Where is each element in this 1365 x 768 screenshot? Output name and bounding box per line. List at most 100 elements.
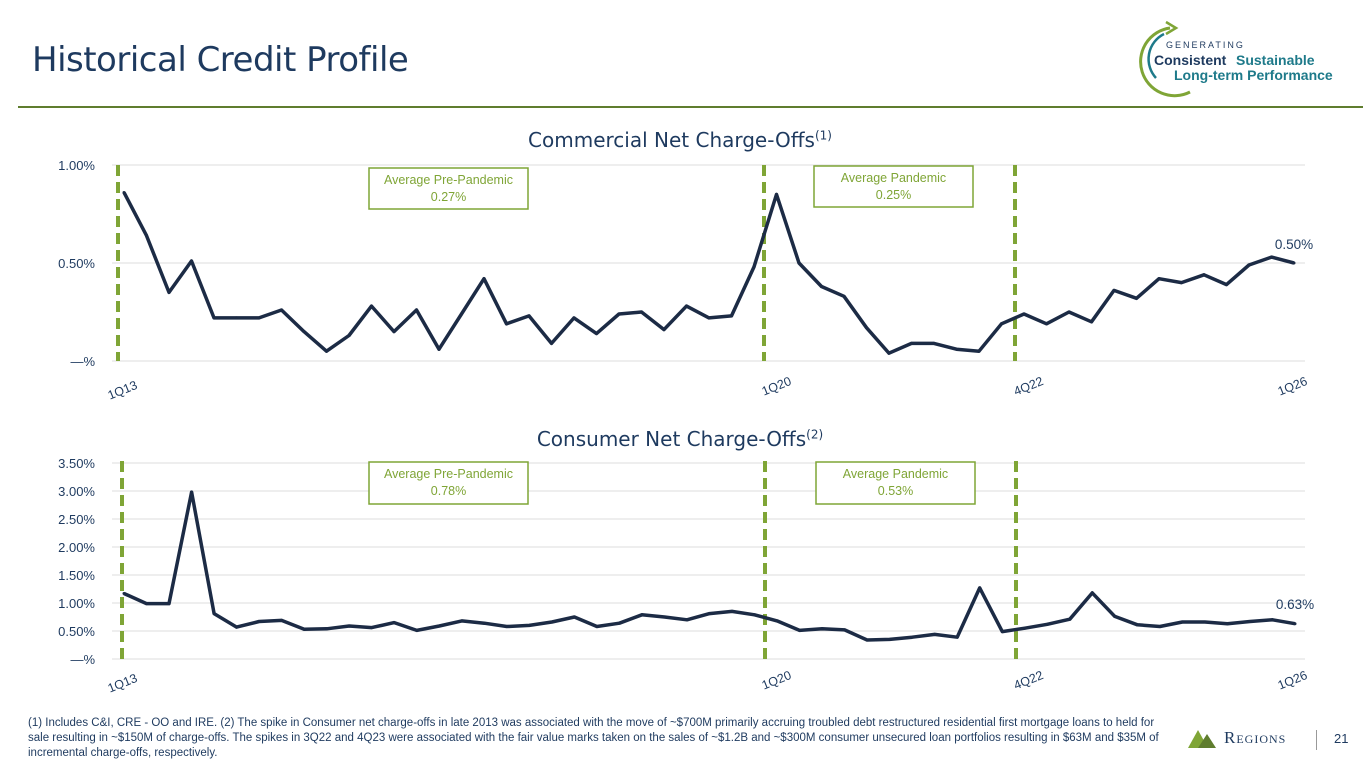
data-point — [392, 621, 396, 625]
y-tick-label: 1.50% — [58, 568, 95, 583]
data-point — [1180, 620, 1184, 624]
logo-arc-inner-icon — [1147, 32, 1165, 79]
y-tick-label: 2.50% — [58, 512, 95, 527]
title-divider — [18, 106, 1363, 108]
data-point — [1023, 626, 1027, 630]
data-point — [370, 304, 373, 308]
data-point — [437, 624, 441, 628]
y-tick-label: —% — [70, 354, 95, 369]
data-point — [1045, 322, 1048, 326]
data-point — [505, 322, 508, 326]
regions-pyramid-icon — [1188, 730, 1216, 748]
logo-arc-icon — [1139, 26, 1191, 98]
data-point — [707, 316, 711, 320]
data-point — [640, 310, 643, 314]
data-point — [415, 308, 418, 312]
data-point — [1157, 277, 1161, 281]
data-point — [460, 619, 464, 623]
y-tick-label: 1.00% — [58, 596, 95, 611]
data-point — [190, 490, 194, 494]
data-point — [505, 625, 509, 629]
data-point — [843, 628, 847, 632]
commercial-chart-title: Commercial Net Charge-Offs(1) — [400, 128, 960, 152]
data-point — [302, 627, 306, 631]
data-point — [797, 261, 801, 265]
data-point — [1292, 261, 1296, 265]
annotation-label: Average Pandemic — [843, 467, 948, 481]
data-point — [595, 625, 599, 629]
data-point — [190, 259, 193, 263]
data-point — [820, 285, 823, 289]
data-point — [325, 627, 329, 631]
data-point — [685, 304, 688, 308]
data-point — [842, 294, 846, 298]
footer-divider — [1316, 730, 1317, 750]
y-tick-label: 0.50% — [58, 624, 95, 639]
data-point — [1045, 622, 1049, 626]
data-point — [640, 613, 644, 617]
data-point — [122, 591, 126, 595]
data-point — [730, 314, 733, 318]
data-point — [482, 621, 486, 625]
data-point — [302, 330, 306, 334]
data-point — [730, 609, 734, 613]
data-point — [437, 347, 441, 351]
data-point — [775, 619, 779, 623]
data-point — [1068, 617, 1072, 621]
x-tick-label: 4Q22 — [1012, 668, 1046, 692]
data-point — [1225, 283, 1228, 287]
y-tick-label: 3.50% — [58, 456, 95, 471]
data-point — [1270, 618, 1274, 622]
data-point — [775, 192, 778, 196]
data-point — [167, 602, 171, 606]
data-point — [1135, 623, 1139, 627]
consumer-title-text: Consumer Net Charge-Offs — [536, 427, 807, 451]
y-tick-label: —% — [70, 652, 95, 667]
data-point — [1225, 622, 1229, 626]
data-point — [257, 619, 261, 623]
consumer-chart-title: Consumer Net Charge-Offs(2) — [400, 427, 960, 451]
data-point — [955, 347, 958, 351]
data-point — [1203, 620, 1207, 624]
logo-arrow-icon — [1165, 20, 1179, 36]
footnote: (1) Includes C&I, CRE - OO and IRE. (2) … — [28, 717, 1159, 759]
y-tick-label: 2.00% — [58, 540, 95, 555]
data-point — [212, 612, 216, 616]
data-point — [1112, 288, 1116, 292]
data-point — [865, 326, 868, 330]
data-point — [753, 613, 757, 617]
annotation-box — [815, 461, 976, 505]
last-value-label: 0.50% — [1275, 237, 1313, 252]
y-tick-label: 1.00% — [58, 158, 95, 173]
data-point — [1000, 630, 1004, 634]
data-point — [1090, 320, 1093, 324]
generating-logo: GENERATING Consistent Sustainable Long-t… — [1139, 20, 1333, 98]
annotation-value: 0.27% — [431, 190, 466, 204]
commercial-title-text: Commercial Net Charge-Offs — [528, 128, 815, 152]
annotation-label: Average Pre-Pandemic — [384, 173, 513, 187]
consumer-title-sup: (2) — [806, 427, 824, 442]
annotation-box — [368, 461, 529, 505]
data-point — [550, 341, 553, 345]
data-point — [572, 615, 576, 619]
data-point — [1135, 296, 1138, 300]
data-point — [617, 312, 621, 316]
annotation-value: 0.25% — [876, 188, 911, 202]
page-number: 21 — [1334, 731, 1349, 746]
logo-line2a: Consistent — [1154, 52, 1227, 68]
data-point — [888, 637, 892, 641]
data-point — [662, 328, 666, 332]
regions-brand: Regions — [1188, 728, 1286, 748]
logo-line1: GENERATING — [1166, 40, 1245, 50]
brand-name: Regions — [1224, 728, 1287, 747]
data-point — [392, 330, 396, 334]
data-point — [145, 602, 149, 606]
data-point — [820, 627, 824, 631]
x-tick-label: 1Q13 — [106, 671, 140, 695]
data-point — [662, 615, 666, 619]
data-point — [932, 341, 936, 345]
data-point — [572, 316, 576, 320]
data-point — [1270, 255, 1273, 259]
annotation-value: 0.53% — [878, 484, 913, 498]
